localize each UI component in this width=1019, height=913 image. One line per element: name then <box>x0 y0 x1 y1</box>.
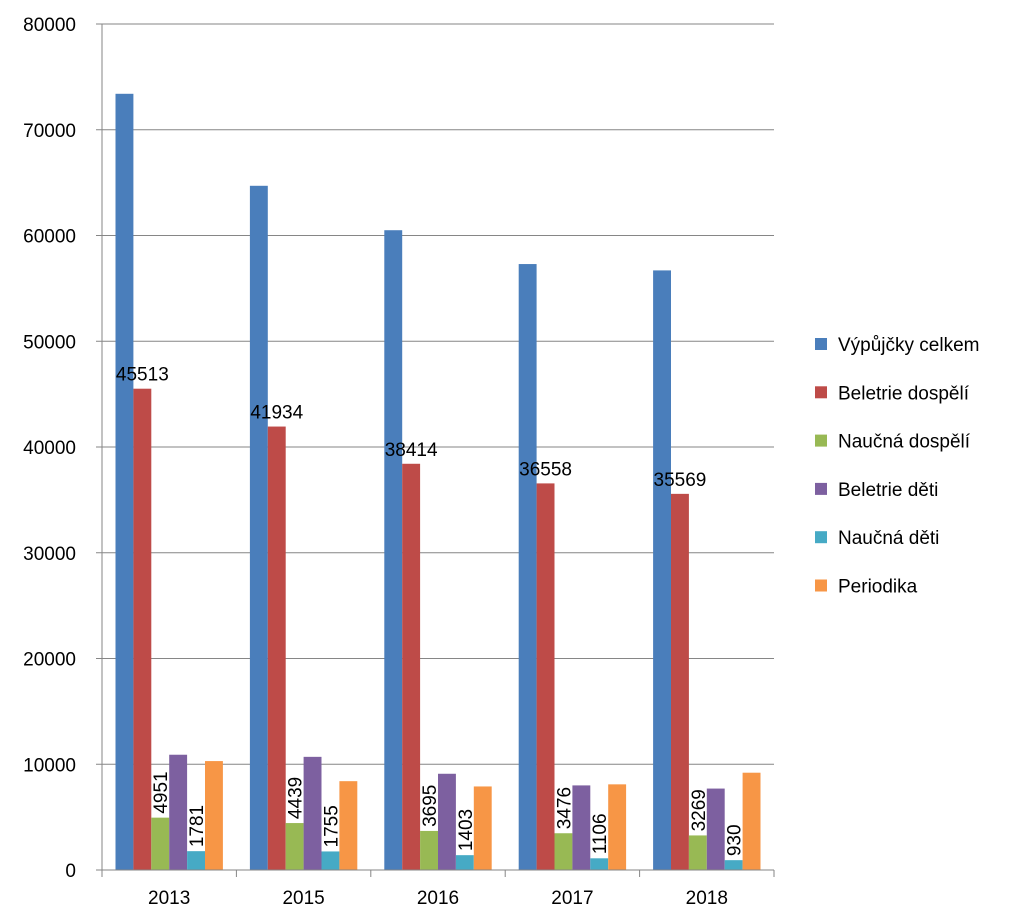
bar <box>187 851 205 870</box>
data-label: 38414 <box>385 440 438 461</box>
y-tick-label: 30000 <box>23 544 76 565</box>
x-tick-label: 2016 <box>417 888 459 909</box>
bar <box>724 860 743 870</box>
x-tick-label: 2013 <box>148 888 190 909</box>
bar <box>205 761 223 870</box>
legend-label: Naučná dospělí <box>838 432 971 453</box>
bar <box>554 833 573 870</box>
bar <box>473 786 492 870</box>
legend-swatch <box>815 531 827 544</box>
legend-swatch <box>815 434 827 447</box>
data-label: 36558 <box>519 459 572 480</box>
data-labels: 45513 41934 38414 36558 35569 4951 4439 3695 347… <box>116 365 746 856</box>
y-tick-label: 10000 <box>23 755 76 776</box>
legend-label: Naučná děti <box>838 528 939 549</box>
bar <box>653 270 671 871</box>
legend-swatch <box>815 386 827 399</box>
bar <box>572 785 591 870</box>
bar <box>706 788 725 870</box>
bar <box>169 754 188 870</box>
y-tick-label: 50000 <box>23 332 76 353</box>
y-tick-labels: 0 10000 20000 30000 40000 50000 60000 70000 8000… <box>23 15 76 882</box>
data-label: 4439 <box>286 777 307 819</box>
data-label: 3269 <box>689 789 710 831</box>
data-label: 41934 <box>250 403 303 424</box>
data-label: 45513 <box>116 365 169 386</box>
y-tick-label: 70000 <box>23 121 76 142</box>
gridlines <box>102 23 774 765</box>
y-tick-label: 80000 <box>23 15 76 36</box>
legend-swatch <box>815 482 827 495</box>
legend-swatch <box>815 579 827 592</box>
bar <box>115 93 134 871</box>
bar <box>133 388 152 870</box>
bar <box>438 773 456 870</box>
bar <box>384 230 403 870</box>
bar <box>339 781 358 870</box>
data-label: 1755 <box>321 805 342 847</box>
bar <box>608 784 627 870</box>
bars <box>115 93 761 871</box>
bar <box>267 426 286 870</box>
x-tick-label: 2015 <box>282 888 324 909</box>
y-tick-label: 60000 <box>23 227 76 248</box>
x-tick-labels: 2013 2015 2016 2017 2018 <box>148 888 728 909</box>
data-label: 1403 <box>456 809 477 851</box>
bar <box>455 855 474 870</box>
legend-label: Beletrie dospělí <box>838 383 970 404</box>
x-tick-label: 2018 <box>686 888 728 909</box>
bar <box>420 830 438 870</box>
y-tick-label: 20000 <box>23 650 76 671</box>
data-label: 3695 <box>420 785 441 827</box>
data-label: 35569 <box>654 470 707 491</box>
bar <box>151 817 170 870</box>
data-label: 4951 <box>151 771 172 813</box>
data-label: 1781 <box>187 805 208 847</box>
bar <box>536 483 555 870</box>
data-label: 3476 <box>554 787 575 829</box>
bar <box>303 756 322 870</box>
bar <box>249 185 268 871</box>
legend: Výpůjčky celkem Beletrie dospělí Naučná do… <box>815 335 980 598</box>
y-tick-label: 0 <box>65 861 76 882</box>
bar <box>742 772 761 870</box>
legend-swatch <box>815 338 827 350</box>
x-tick-label: 2017 <box>551 888 593 909</box>
bar <box>321 851 340 870</box>
data-label: 930 <box>725 824 746 856</box>
bar <box>671 493 689 870</box>
axes <box>96 23 775 877</box>
bar <box>518 264 537 870</box>
legend-label: Beletrie děti <box>838 480 938 501</box>
bar <box>590 858 609 870</box>
y-tick-label: 40000 <box>23 438 76 459</box>
bar <box>688 835 707 870</box>
legend-label: Periodika <box>838 577 918 598</box>
bar <box>285 823 304 870</box>
data-label: 1106 <box>590 813 611 854</box>
bar <box>402 463 421 870</box>
legend-label: Výpůjčky celkem <box>838 335 980 356</box>
